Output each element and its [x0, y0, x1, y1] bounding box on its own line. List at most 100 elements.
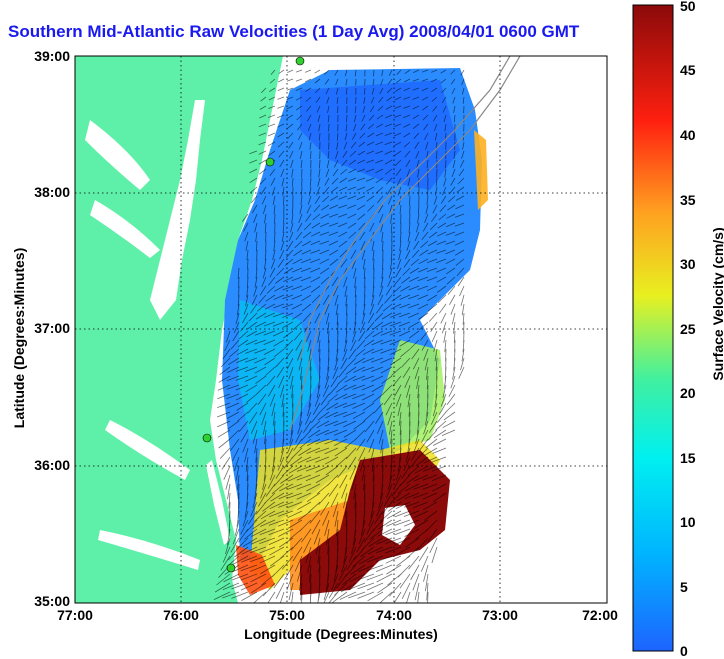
velocity-arrow: [346, 114, 348, 123]
velocity-arrow: [299, 366, 303, 380]
velocity-arrow: [259, 114, 267, 119]
velocity-arrow: [366, 573, 384, 581]
velocity-arrow: [318, 555, 321, 573]
velocity-arrow: [461, 303, 465, 316]
velocity-arrow: [372, 78, 375, 86]
velocity-arrow: [394, 105, 402, 109]
velocity-arrow: [278, 492, 294, 500]
x-tick-label: 77:00: [57, 607, 93, 623]
velocity-arrow: [283, 195, 285, 206]
velocity-arrow: [417, 213, 420, 224]
velocity-arrow: [390, 222, 393, 233]
velocity-arrow: [235, 375, 249, 381]
velocity-arrow: [301, 303, 312, 312]
velocity-arrow: [253, 213, 258, 223]
velocity-arrow: [347, 204, 357, 209]
velocity-arrow: [380, 483, 384, 500]
velocity-arrow: [262, 582, 276, 597]
velocity-arrow: [317, 411, 330, 421]
velocity-arrow: [405, 483, 420, 492]
velocity-arrow: [314, 78, 321, 84]
velocity-arrow: [380, 438, 384, 454]
velocity-arrow: [282, 294, 294, 300]
velocity-arrow: [305, 456, 321, 463]
velocity-arrow: [445, 267, 456, 275]
velocity-arrow: [297, 123, 303, 131]
velocity-arrow: [305, 411, 312, 425]
velocity-arrow: [249, 150, 258, 155]
velocity-arrow: [433, 429, 447, 439]
velocity-arrow: [228, 357, 240, 366]
velocity-arrow: [232, 564, 249, 573]
velocity-arrow: [405, 447, 411, 463]
velocity-arrow: [278, 528, 294, 537]
velocity-arrow: [324, 519, 330, 536]
velocity-arrow: [375, 150, 384, 155]
velocity-arrow: [342, 573, 357, 586]
velocity-arrow: [273, 339, 285, 347]
velocity-arrow: [231, 582, 249, 590]
velocity-arrow: [426, 267, 438, 272]
velocity-arrow: [412, 357, 420, 370]
velocity-arrow: [316, 186, 321, 196]
velocity-arrow: [460, 357, 465, 371]
velocity-arrow: [418, 258, 429, 265]
velocity-arrow: [401, 357, 411, 368]
velocity-arrow: [406, 591, 411, 603]
velocity-arrow: [398, 321, 411, 327]
velocity-arrow: [277, 258, 285, 268]
velocity-arrow: [263, 330, 276, 336]
velocity-arrow: [254, 348, 267, 354]
velocity-arrow: [432, 483, 447, 492]
velocity-arrow: [417, 303, 429, 310]
velocity-arrow: [291, 213, 294, 224]
velocity-arrow: [426, 366, 429, 380]
velocity-arrow: [237, 411, 249, 422]
velocity-arrow: [235, 384, 249, 391]
y-tick-label: 36:00: [34, 457, 70, 473]
velocity-arrow: [411, 249, 420, 258]
velocity-arrow: [361, 114, 366, 122]
velocity-arrow: [390, 249, 393, 261]
velocity-arrow: [253, 285, 258, 297]
velocity-arrow: [348, 591, 366, 599]
velocity-arrow: [441, 321, 447, 334]
velocity-arrow: [451, 312, 456, 325]
velocity-arrow: [369, 105, 375, 113]
velocity-arrow: [442, 105, 447, 113]
velocity-arrow: [421, 87, 429, 92]
velocity-arrow: [263, 465, 267, 481]
velocity-arrow: [332, 591, 348, 603]
velocity-arrow: [326, 159, 330, 169]
velocity-arrow: [255, 231, 258, 242]
velocity-arrow: [406, 546, 420, 559]
velocity-arrow: [455, 258, 465, 266]
velocity-arrow: [248, 312, 258, 322]
velocity-arrow: [330, 375, 339, 388]
velocity-arrow: [432, 105, 438, 112]
velocity-arrow: [376, 420, 384, 434]
velocity-arrow: [395, 87, 402, 92]
velocity-arrow: [315, 537, 321, 555]
velocity-arrow: [403, 123, 411, 128]
velocity-arrow: [326, 528, 330, 546]
velocity-arrow: [267, 132, 276, 137]
velocity-arrow: [327, 150, 330, 160]
velocity-arrow: [240, 519, 249, 535]
velocity-arrow: [389, 330, 402, 336]
velocity-arrow: [232, 330, 240, 342]
velocity-arrow: [430, 321, 438, 333]
velocity-arrow: [453, 114, 456, 123]
velocity-arrow: [219, 447, 231, 459]
velocity-arrow: [278, 537, 294, 548]
velocity-arrow: [388, 267, 393, 279]
velocity-arrow: [417, 591, 420, 603]
velocity-arrow: [347, 186, 357, 191]
velocity-arrow: [396, 69, 402, 75]
velocity-arrow: [334, 402, 348, 409]
velocity-arrow: [308, 501, 321, 513]
velocity-arrow: [418, 393, 420, 408]
velocity-arrow: [255, 501, 267, 515]
velocity-arrow: [273, 474, 285, 487]
velocity-arrow: [246, 465, 249, 482]
